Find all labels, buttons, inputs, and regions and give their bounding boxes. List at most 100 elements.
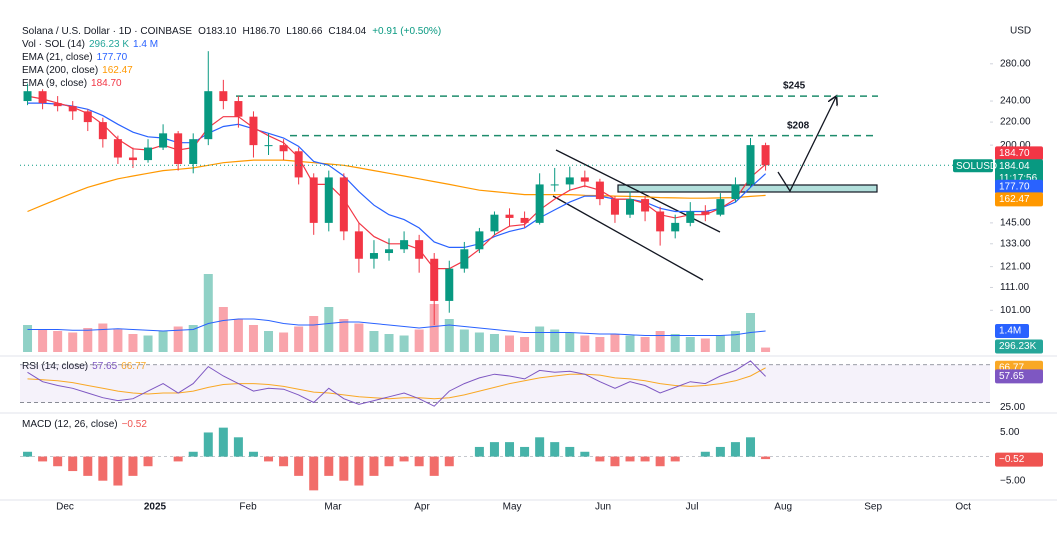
volume-bar — [98, 323, 108, 352]
volume-bar — [203, 274, 213, 352]
macd-bar — [203, 432, 213, 457]
price-badge — [995, 192, 1043, 207]
candle-body — [369, 253, 378, 259]
candle-body — [641, 199, 650, 212]
candle-body — [279, 145, 288, 152]
candle-body — [761, 145, 770, 166]
price-badge-label: −0.52 — [999, 454, 1025, 465]
candle-body — [68, 106, 77, 112]
volume-bar — [248, 325, 258, 352]
candle-body — [339, 177, 348, 232]
legend-item: −0.52 — [122, 419, 148, 430]
candle-body — [686, 211, 695, 223]
legend-item: EMA (9, close) — [22, 78, 87, 89]
legend-item: EMA (200, close) — [22, 65, 98, 76]
y-tick-label: 121.00 — [1000, 261, 1031, 272]
macd-bar — [98, 456, 108, 481]
volume-bar — [670, 334, 680, 352]
macd-bar — [595, 456, 605, 462]
macd-bar — [715, 446, 725, 457]
x-tick-label: Jun — [595, 502, 611, 513]
y-tick-label: 133.00 — [1000, 238, 1031, 249]
macd-bar — [218, 427, 228, 457]
legend-item: +0.91 (+0.50%) — [372, 26, 441, 37]
macd-bar — [535, 437, 545, 457]
legend-item: 1.4 M — [133, 39, 158, 50]
x-tick-label: Apr — [414, 502, 430, 513]
candle-body — [490, 214, 499, 232]
price-badge — [995, 159, 1043, 186]
volume-bar — [68, 332, 78, 352]
volume-bar — [565, 332, 575, 352]
candle-body — [23, 91, 32, 102]
level-label: $245 — [783, 81, 806, 92]
volume-bar — [535, 326, 545, 352]
volume-bar — [113, 329, 123, 352]
volume-bar — [324, 307, 334, 352]
macd-bar — [354, 456, 364, 486]
volume-bar — [414, 329, 424, 352]
volume-bar — [520, 337, 530, 352]
x-tick-label: Sep — [864, 502, 882, 513]
candle-body — [520, 217, 529, 223]
macd-tick-label: 5.00 — [1000, 427, 1020, 438]
macd-bar — [294, 456, 304, 476]
ema-line — [27, 159, 766, 213]
legend: Solana / U.S. Dollar · 1D · COINBASE O183… — [22, 26, 441, 37]
macd-bar — [520, 446, 530, 457]
volume-bar — [715, 335, 725, 352]
legend-item: 66.77 — [121, 361, 146, 372]
volume-bar — [158, 331, 168, 352]
candle-body — [249, 116, 258, 146]
y-tick-label: 145.00 — [1000, 218, 1031, 229]
volume-ma — [27, 318, 766, 336]
macd-bar — [233, 437, 243, 457]
candle-body — [656, 211, 665, 232]
volume-bar — [489, 334, 499, 352]
rsi-band — [20, 364, 990, 403]
legend: MACD (12, 26, close) −0.52 — [22, 419, 147, 430]
legend: EMA (200, close) 162.47 — [22, 65, 133, 76]
x-tick-label: Mar — [324, 502, 342, 513]
volume-bar — [429, 304, 439, 352]
x-tick-label: Aug — [774, 502, 792, 513]
candle-body — [98, 122, 107, 140]
legend-item: MACD (12, 26, close) — [22, 419, 118, 430]
candle-body — [505, 214, 514, 218]
legend-item: 296.23 K — [89, 39, 129, 50]
macd-bar — [474, 446, 484, 457]
candle-body — [219, 91, 228, 102]
macd-bar — [309, 456, 319, 491]
volume-bar — [294, 326, 304, 352]
volume-bar — [550, 329, 560, 352]
candle-body — [400, 240, 409, 250]
macd-bar — [23, 451, 33, 457]
macd-bar — [68, 456, 78, 472]
volume-bar — [128, 334, 138, 352]
macd-bar — [730, 442, 740, 457]
candle-body — [294, 151, 303, 178]
macd-bar — [264, 456, 274, 462]
macd-bar — [143, 456, 153, 467]
macd-bar — [38, 456, 48, 462]
volume-bar — [685, 337, 695, 352]
y-tick-label: 101.00 — [1000, 305, 1031, 316]
candle-body — [415, 240, 424, 259]
candle-body — [309, 177, 318, 223]
candle-body — [159, 133, 168, 148]
candle-body — [189, 139, 198, 164]
volume-bar — [505, 335, 515, 352]
price-badge-label: 177.70 — [999, 181, 1030, 192]
candle-body — [595, 181, 604, 200]
macd-bar — [128, 456, 138, 476]
macd-tick-label: −5.00 — [1000, 475, 1026, 486]
macd-bar — [279, 456, 289, 467]
legend-item: EMA (21, close) — [22, 52, 93, 63]
volume-bar — [53, 331, 63, 352]
legend-item: 57.65 — [92, 361, 117, 372]
x-tick-label: Oct — [955, 502, 971, 513]
macd-bar — [53, 456, 63, 467]
candle-body — [671, 222, 680, 232]
